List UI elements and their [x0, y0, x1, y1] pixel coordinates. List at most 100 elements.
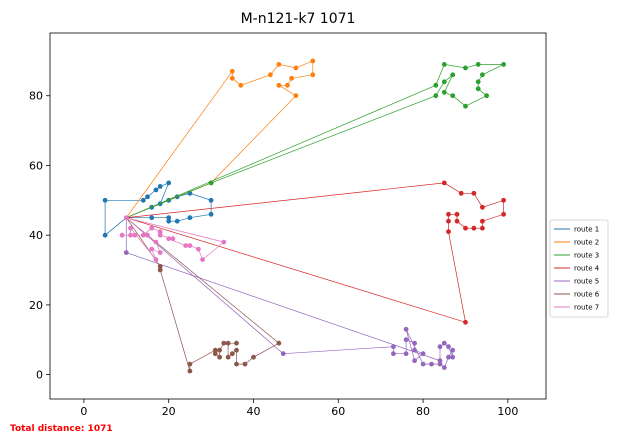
route-5-point [403, 337, 409, 343]
y-tick-label: 60 [29, 159, 43, 172]
legend: route 1 route 2 route 3 route 4 route 5 route… [549, 219, 609, 318]
route-6-point [225, 354, 231, 360]
route-2-point [268, 72, 273, 78]
route-7-point [128, 232, 133, 238]
total-distance-label: Total distance: 1071 [10, 424, 113, 434]
route-5-point [450, 347, 456, 353]
legend-label: route 6 [574, 291, 600, 299]
y-axis: 0 20 40 60 80 [29, 90, 50, 382]
route-2-point [238, 82, 244, 88]
route-5-point [450, 354, 456, 360]
route-4-point [463, 319, 468, 325]
route-6-point [234, 347, 239, 353]
route-7-point [153, 257, 159, 262]
route-1-point [149, 215, 155, 221]
legend-label: route 5 [574, 278, 599, 286]
routes [102, 58, 506, 374]
route-5-point [441, 365, 447, 370]
legend-label: route 3 [574, 252, 599, 260]
route-3-point [441, 79, 447, 85]
route-3-point [501, 62, 506, 67]
route-7-point [153, 239, 159, 245]
route-1-point [145, 194, 150, 200]
route-6-point [234, 340, 239, 346]
route-2-point [276, 62, 282, 67]
route-7-point [170, 236, 176, 242]
route-5-point [437, 344, 443, 350]
y-tick-label: 40 [29, 229, 43, 242]
route-5-point [412, 340, 417, 346]
route-3-point [484, 93, 489, 99]
route-3-point [475, 62, 481, 67]
route-7-point [157, 229, 163, 235]
route-6-point [157, 264, 163, 269]
route-6-point [187, 361, 193, 367]
route-7-point [145, 232, 150, 238]
route-3 [126, 62, 506, 219]
chart-title: M-n121-k7 1071 [241, 11, 356, 27]
x-tick-label: 100 [497, 405, 518, 418]
route-5-point [403, 351, 409, 357]
route-7-point [200, 257, 206, 262]
route-6-point [242, 361, 248, 367]
route-7-point [157, 250, 163, 256]
route-1-point [187, 215, 193, 221]
route-6-point [157, 267, 163, 273]
route-3-point [475, 86, 481, 92]
route-6-line [126, 217, 280, 372]
legend-label: route 7 [574, 304, 599, 312]
route-1-point [140, 197, 146, 203]
route-6-point [234, 361, 239, 367]
route-6-point [212, 351, 218, 357]
x-tick-label: 0 [80, 405, 87, 418]
route-4-line [126, 182, 504, 323]
route-5-point [446, 354, 451, 360]
x-tick-label: 80 [416, 405, 430, 418]
route-2-point [310, 58, 316, 64]
legend-label: route 1 [574, 226, 599, 234]
y-tick-label: 80 [29, 90, 43, 103]
route-4-point [441, 180, 447, 186]
route-4-point [454, 218, 460, 224]
route-7 [119, 217, 227, 262]
route-5-point [412, 358, 417, 364]
route-4-point [501, 211, 506, 217]
route-5-point [391, 344, 396, 350]
route-3-point [441, 62, 447, 67]
route-1-point [174, 218, 180, 224]
route-5-point [429, 361, 434, 367]
x-tick-label: 40 [246, 405, 260, 418]
route-7-line [122, 217, 225, 261]
x-tick-label: 60 [331, 405, 345, 418]
route-6-point [225, 340, 231, 346]
route-6-point [229, 351, 235, 357]
route-6-point [212, 347, 218, 353]
route-7-point [119, 232, 125, 238]
route-1-point [102, 232, 108, 238]
route-1-point [166, 180, 172, 186]
route-5-line [125, 217, 454, 369]
route-6-point [276, 340, 282, 346]
route-6-point [217, 354, 223, 360]
route-6-point [221, 340, 227, 346]
route-1-point [208, 197, 214, 203]
plot-area [49, 32, 547, 400]
route-4-point [446, 218, 451, 224]
route-2-point [293, 93, 299, 99]
route-1-point [166, 218, 172, 224]
route-1-point [102, 197, 108, 203]
route-4-point [458, 190, 464, 196]
route-6-point [187, 368, 193, 374]
route-5-point [391, 351, 396, 357]
route-4-point [463, 225, 468, 231]
legend-box [549, 219, 609, 318]
route-3-point [450, 93, 456, 99]
route-3-point [208, 180, 214, 186]
route-3-point [475, 79, 481, 85]
route-4-point [501, 197, 506, 203]
route-5-point [441, 340, 447, 346]
route-2-point [289, 75, 294, 81]
route-3-point [433, 82, 439, 88]
route-7-point [149, 246, 155, 252]
